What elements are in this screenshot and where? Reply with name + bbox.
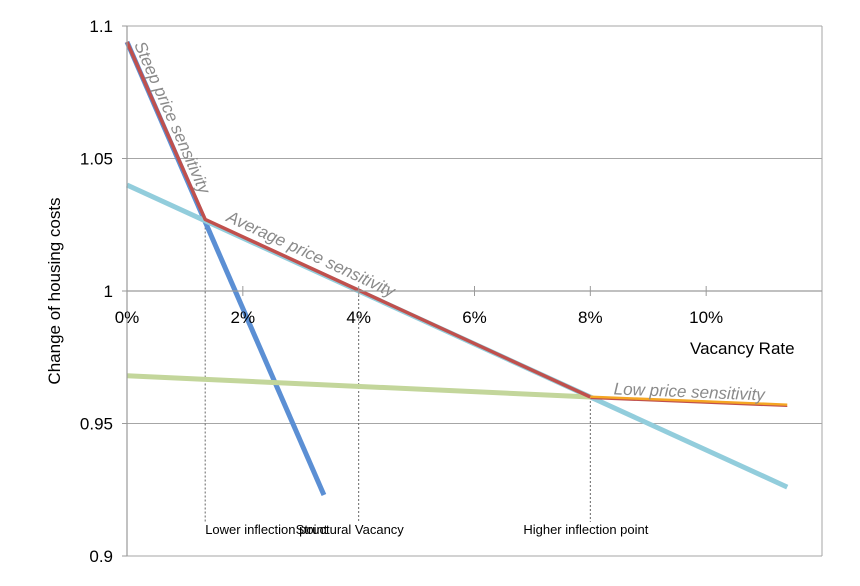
x-tick-label: 8%	[578, 308, 603, 327]
y-tick-label: 0.9	[89, 547, 113, 566]
y-tick-label: 0.95	[80, 415, 113, 434]
y-tick-label: 1.1	[89, 17, 113, 36]
y-axis-title: Change of housing costs	[45, 197, 64, 384]
annotation-1: Average price sensitivity	[223, 207, 399, 302]
x-tick-labels: 0% 2% 4% 6% 8% 10%	[115, 308, 723, 327]
series-line-3	[125, 41, 592, 399]
x-tick-label: 6%	[462, 308, 487, 327]
x-axis-title: Vacancy Rate	[690, 339, 795, 358]
reference-label-0: Lower inflection point	[205, 522, 328, 537]
x-tick-label: 10%	[689, 308, 723, 327]
x-tick-label: 2%	[231, 308, 256, 327]
series-line-low-accent	[590, 397, 788, 408]
annotation-0: Steep price sensitivity	[130, 39, 214, 198]
reference-label-2: Higher inflection point	[523, 522, 648, 537]
series-line-2	[126, 373, 591, 400]
y-tick-label: 1.05	[80, 150, 113, 169]
x-tick-label: 0%	[115, 308, 140, 327]
x-tick-label: 4%	[346, 308, 371, 327]
series-line-4	[590, 395, 788, 407]
y-tick-labels: 0.9 0.95 1 1.05 1.1	[80, 17, 113, 566]
axes	[122, 25, 822, 557]
y-tick-label: 1	[104, 282, 113, 301]
series-lines	[124, 40, 789, 497]
reference-label-1: Structural Vacancy	[296, 522, 405, 537]
